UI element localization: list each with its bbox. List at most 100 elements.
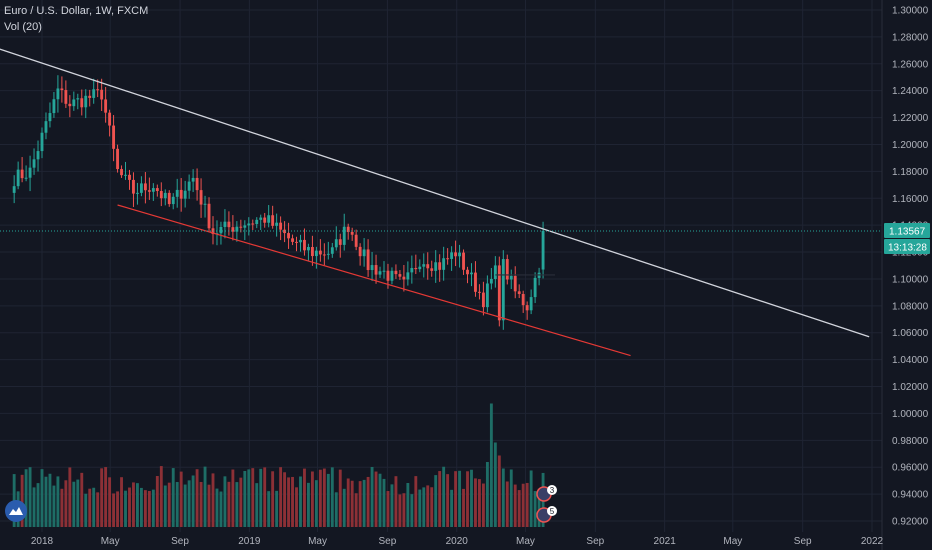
volume-bar xyxy=(195,469,199,527)
candle-body xyxy=(446,258,450,260)
candle-body xyxy=(76,98,80,100)
candle-body xyxy=(92,89,96,98)
volume-bar xyxy=(68,467,72,527)
candle-body xyxy=(450,252,454,259)
volume-bar xyxy=(291,476,294,527)
candle-body xyxy=(303,239,306,251)
candle-body xyxy=(159,191,163,199)
candle-body xyxy=(489,278,493,284)
candle-body xyxy=(40,132,44,152)
volume-bar xyxy=(175,482,179,527)
volume-bar xyxy=(438,471,442,527)
volume-bar xyxy=(72,481,76,527)
candle-body xyxy=(402,276,406,280)
price-tick-label: 1.10000 xyxy=(892,274,929,285)
volume-bar xyxy=(279,467,283,527)
time-tick-label: Sep xyxy=(379,536,397,547)
volume-bar xyxy=(259,468,263,527)
candle-body xyxy=(382,270,386,272)
candle-body xyxy=(96,89,100,91)
symbol-title[interactable]: Euro / U.S. Dollar, 1W, FXCM xyxy=(4,5,149,17)
event-count-2: 5 xyxy=(550,507,555,516)
volume-bar xyxy=(434,475,438,527)
candle-body xyxy=(56,88,60,100)
tradingview-logo-icon[interactable] xyxy=(5,500,27,522)
volume-bar xyxy=(346,478,350,527)
volume-bar xyxy=(342,488,346,527)
volume-bar xyxy=(390,484,394,527)
candle-body xyxy=(259,217,263,220)
candle-body xyxy=(239,226,243,228)
volume-bar xyxy=(143,490,147,527)
volume-bar xyxy=(28,467,32,527)
price-tag: 1.13567 xyxy=(884,222,930,238)
candle-body xyxy=(243,225,247,228)
event-badges[interactable]: 3 5 xyxy=(536,485,557,523)
volume-bar xyxy=(239,477,243,527)
volume-bar xyxy=(299,476,302,527)
candle-body xyxy=(151,188,155,192)
candle-body xyxy=(267,215,271,223)
candle-body xyxy=(64,90,68,104)
volume-bar xyxy=(199,481,203,527)
candle-body xyxy=(466,269,469,275)
candle-body xyxy=(541,230,545,270)
candle-body xyxy=(358,246,362,257)
volume-indicator-label[interactable]: Vol (20) xyxy=(4,21,42,33)
candle-body xyxy=(470,272,473,275)
candle-body xyxy=(529,297,533,311)
volume-bar xyxy=(493,442,497,527)
time-tick-label: 2020 xyxy=(446,536,469,547)
candle-body xyxy=(16,169,20,187)
candle-body xyxy=(100,89,104,100)
volume-bar xyxy=(314,480,318,527)
candle-body xyxy=(350,231,354,235)
volume-bar xyxy=(92,487,96,527)
candle-body xyxy=(430,268,434,271)
volume-bar xyxy=(227,481,231,527)
volume-bar xyxy=(362,479,366,527)
candle-body xyxy=(462,252,465,270)
volume-bar xyxy=(24,469,28,527)
volume-bar xyxy=(310,471,314,527)
volume-bar xyxy=(366,476,370,527)
time-tick-label: Sep xyxy=(171,536,189,547)
volume-bar xyxy=(235,482,239,527)
candle-body xyxy=(147,190,151,192)
volume-bar xyxy=(414,476,418,527)
candle-body xyxy=(72,99,76,107)
volume-bar xyxy=(64,480,68,527)
candle-body xyxy=(426,264,430,269)
candle-body xyxy=(533,277,537,298)
trend-line xyxy=(0,48,870,338)
candle-body xyxy=(354,234,358,247)
volume-bar xyxy=(96,492,100,527)
candle-body xyxy=(211,228,215,235)
candle-body xyxy=(120,169,123,176)
volume-bar xyxy=(398,494,402,527)
volume-bar xyxy=(283,472,287,527)
candle-body xyxy=(36,151,40,160)
candle-body xyxy=(143,183,147,191)
volume-bar xyxy=(104,467,108,527)
candle-body xyxy=(394,270,398,275)
volume-bar xyxy=(56,476,60,527)
grid-lines xyxy=(0,0,882,532)
volume-bar xyxy=(426,485,430,527)
volume-bar xyxy=(497,455,501,527)
candle-body xyxy=(410,268,414,273)
candle-body xyxy=(116,148,119,170)
volume-bar xyxy=(219,491,223,527)
volume-bar xyxy=(48,473,52,527)
candle-body xyxy=(191,177,195,182)
candle-body xyxy=(175,189,179,197)
time-tick-label: Sep xyxy=(586,536,604,547)
volume-bar xyxy=(40,469,44,527)
candle-body xyxy=(505,259,509,280)
candle-body xyxy=(179,189,183,199)
candle-body xyxy=(183,190,187,199)
volume-bar xyxy=(326,473,330,527)
candle-body xyxy=(485,283,489,308)
price-tick-label: 0.92000 xyxy=(892,517,929,528)
